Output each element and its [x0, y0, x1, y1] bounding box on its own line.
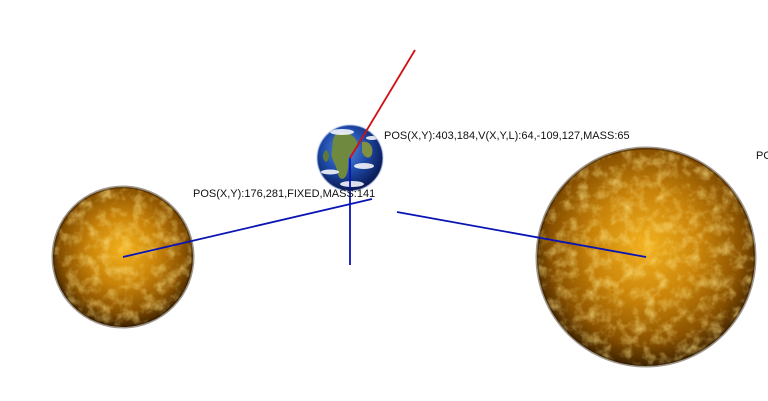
sun-left-limb [51, 185, 195, 329]
force-line-earth-to-right-sun [396, 211, 647, 258]
velocity-vector [349, 49, 416, 159]
earth-land [323, 132, 373, 179]
force-line-earth-to-left-sun [122, 198, 373, 258]
sun-right-label: PO [756, 150, 768, 162]
sun-right-limb [535, 146, 757, 368]
earth-label: POS(X,Y):403,184,V(X,Y,L):64,-109,127,MA… [384, 130, 630, 142]
earth-clouds [321, 129, 378, 187]
sun-left-label: POS(X,Y):176,281,FIXED,MASS:141 [193, 188, 375, 200]
